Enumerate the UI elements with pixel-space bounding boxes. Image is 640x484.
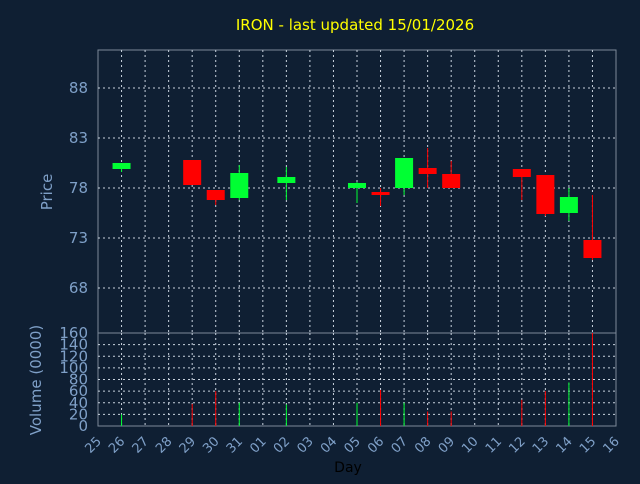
- volume-tick-label: 140: [59, 336, 88, 354]
- candle-body: [371, 192, 390, 195]
- volume-tick-label: 0: [78, 417, 88, 435]
- candle-body: [418, 168, 437, 174]
- candle-body: [583, 240, 602, 258]
- volume-tick-label: 40: [69, 394, 88, 412]
- volume-tick-label: 80: [69, 371, 88, 389]
- price-tick-label: 88: [69, 79, 88, 97]
- volume-bars: [121, 333, 593, 426]
- volume-tick-label: 160: [59, 324, 88, 342]
- volume-tick-label: 100: [59, 359, 88, 377]
- candle-body: [183, 160, 202, 185]
- volume-tick-label: 60: [69, 382, 88, 400]
- candle-body: [536, 175, 555, 214]
- candle-body: [442, 174, 461, 188]
- candle-body: [348, 183, 366, 188]
- candle-body: [512, 169, 531, 177]
- axis-labels: 25 26 27 28 29 30 31 01 02 03 04 05 06 07 08 09 10 11 12 13…: [59, 79, 622, 457]
- candle-body: [206, 190, 225, 200]
- candle-body: [230, 173, 249, 198]
- price-tick-label: 68: [69, 279, 88, 297]
- x-axis-label: Day: [334, 460, 362, 476]
- price-candles: [112, 148, 602, 260]
- chart-title: IRON - last updated 15/01/2026: [236, 16, 474, 34]
- price-tick-label: 73: [69, 229, 88, 247]
- candle-body: [277, 177, 296, 183]
- price-tick-label: 78: [69, 179, 88, 197]
- price-tick-label: 83: [69, 129, 88, 147]
- volume-tick-label: 120: [59, 347, 88, 365]
- candle-body: [112, 163, 131, 169]
- candle-body: [559, 197, 578, 213]
- price-axis-label: Price: [38, 174, 56, 211]
- volume-axis-label: Volume (0000): [27, 325, 45, 435]
- volume-tick-label: 20: [69, 405, 88, 423]
- candle-body: [395, 158, 414, 188]
